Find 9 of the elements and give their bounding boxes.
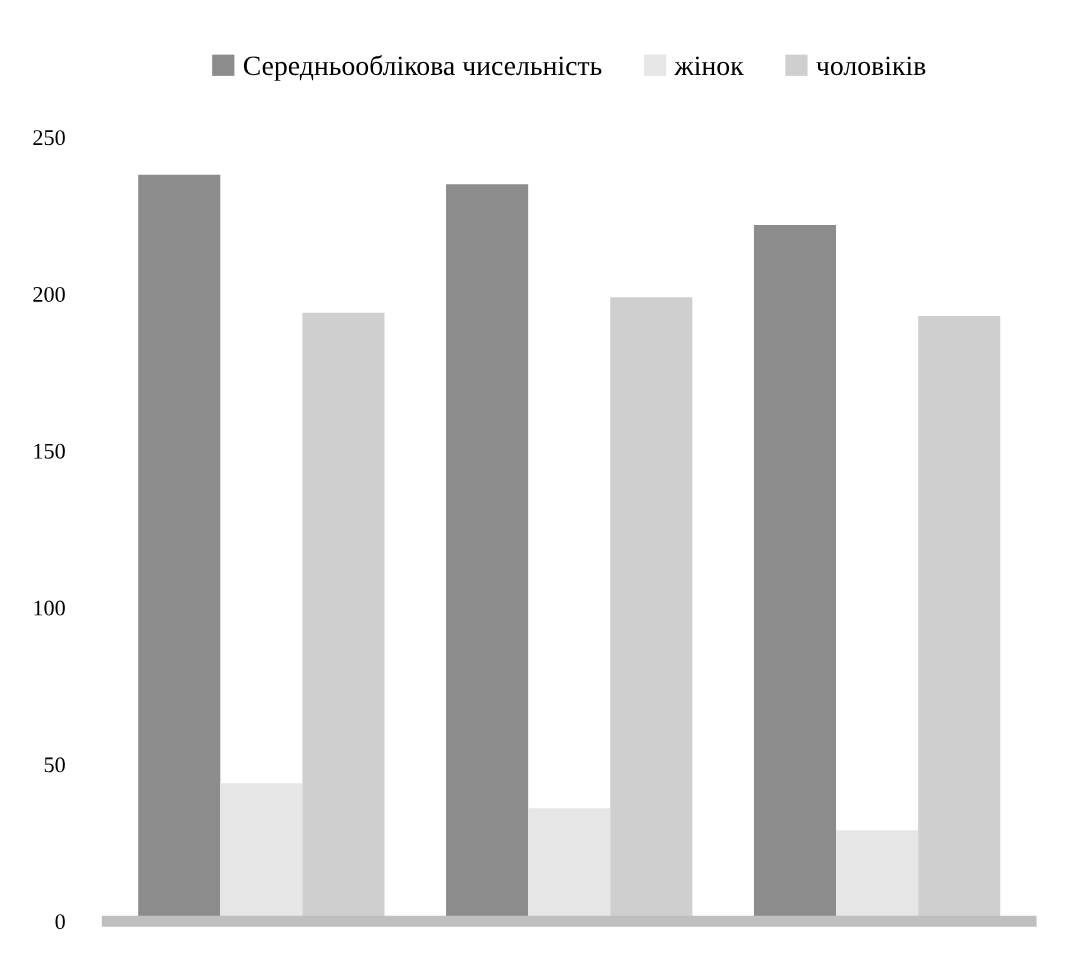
legend-label: жінок <box>674 56 744 76</box>
y-tick-label: 200 <box>33 286 65 302</box>
y-tick-label: 0 <box>55 914 65 930</box>
y-tick-label: 50 <box>44 757 65 773</box>
legend-label: чоловіків <box>816 56 926 76</box>
legend-label: Середньооблікова чисельність <box>243 55 602 81</box>
y-tick-label: 150 <box>34 443 65 459</box>
y-tick-label: 250 <box>33 130 65 146</box>
y-tick-label: 100 <box>34 600 65 616</box>
